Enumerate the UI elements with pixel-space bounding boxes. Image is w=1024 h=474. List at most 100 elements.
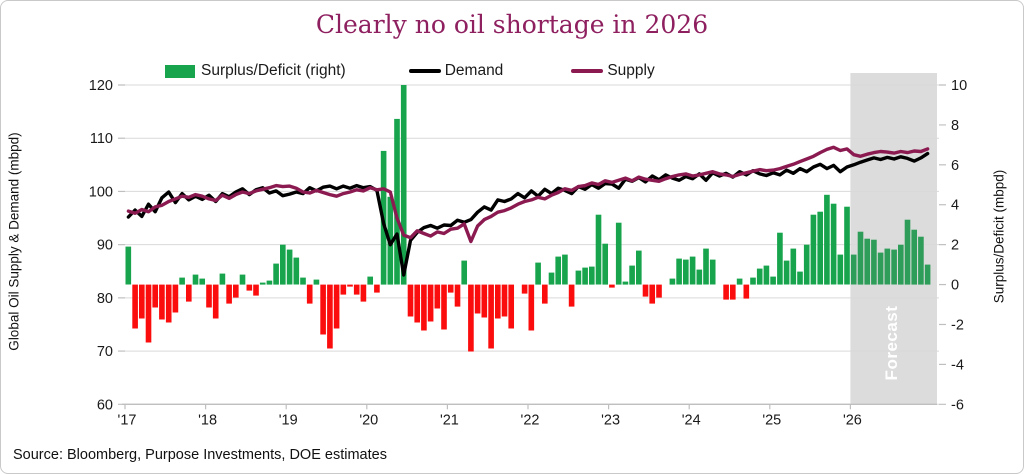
- bar: [353, 284, 360, 295]
- bar: [642, 284, 649, 297]
- bar: [683, 259, 689, 285]
- bar: [656, 284, 662, 298]
- bar: [521, 284, 528, 294]
- bar: [239, 274, 246, 285]
- right-tick-label: 8: [951, 118, 959, 134]
- bar: [259, 282, 266, 285]
- right-tick-label: 2: [951, 238, 959, 254]
- surplus-swatch-icon: [165, 64, 195, 78]
- legend-item-surplus: Surplus/Deficit (right): [165, 62, 346, 80]
- bar: [132, 284, 138, 329]
- bar: [696, 269, 703, 285]
- bar: [857, 231, 864, 285]
- supply-swatch-icon: [571, 69, 604, 73]
- bar: [568, 284, 575, 307]
- bar: [347, 284, 353, 287]
- bar: [763, 265, 770, 285]
- bar: [253, 284, 259, 296]
- bar: [803, 244, 810, 285]
- x-tick-label: '24: [682, 412, 701, 428]
- bar: [306, 284, 313, 304]
- bar: [152, 284, 159, 308]
- bar: [898, 244, 904, 285]
- bar: [226, 284, 232, 304]
- bar: [233, 284, 239, 298]
- bar: [824, 194, 830, 285]
- left-tick-label: 80: [97, 291, 113, 307]
- bar: [548, 272, 555, 285]
- bar: [407, 284, 414, 317]
- bar: [206, 284, 212, 308]
- left-tick-label: 110: [90, 131, 113, 147]
- bar: [575, 270, 582, 285]
- x-tick-label: '21: [440, 412, 459, 428]
- bar: [360, 284, 367, 302]
- bar: [535, 262, 541, 285]
- bar: [844, 206, 850, 285]
- bar: [199, 278, 206, 285]
- bar: [589, 266, 595, 285]
- bar: [300, 277, 306, 285]
- bar: [474, 284, 481, 314]
- left-tick-label: 90: [97, 238, 113, 254]
- bar: [367, 276, 374, 285]
- bar: [850, 254, 857, 285]
- bar: [629, 265, 635, 285]
- bar: [750, 277, 756, 285]
- bar: [468, 284, 474, 352]
- bar: [434, 284, 441, 309]
- right-tick-label: 10: [951, 78, 967, 94]
- bar: [333, 284, 340, 329]
- forecast-label: Forecast: [882, 305, 901, 381]
- legend-label-supply: Supply: [607, 62, 655, 79]
- bar: [770, 276, 776, 285]
- bar: [542, 284, 548, 304]
- bar: [421, 284, 427, 331]
- bar: [273, 263, 279, 285]
- bar: [609, 284, 615, 288]
- bar: [441, 284, 447, 330]
- bar: [911, 229, 918, 285]
- bar: [320, 284, 326, 335]
- right-tick-label: 4: [951, 198, 959, 214]
- bar: [730, 284, 736, 300]
- demand-swatch-icon: [408, 69, 441, 73]
- bar: [676, 258, 682, 285]
- left-tick-label: 60: [97, 397, 113, 413]
- bar: [689, 256, 696, 285]
- bar: [447, 284, 454, 293]
- bar: [481, 284, 488, 318]
- bar: [602, 243, 609, 285]
- supply-line: [126, 145, 930, 244]
- bar: [340, 284, 347, 295]
- left-tick-label: 120: [89, 78, 113, 94]
- x-axis: '17 '18 '19 '20 '21 '22 '23 '24 '25 '26: [118, 403, 937, 428]
- bar: [495, 284, 501, 319]
- bar: [212, 284, 219, 319]
- bar: [891, 249, 897, 285]
- bar: [528, 284, 535, 331]
- bar: [649, 284, 656, 304]
- right-tick-label: -2: [951, 317, 964, 333]
- x-tick-label: '17: [118, 412, 137, 428]
- bar: [817, 211, 824, 285]
- bar: [595, 214, 602, 285]
- right-tick-label: -4: [951, 357, 964, 373]
- x-tick-label: '19: [279, 412, 298, 428]
- source-note: Source: Bloomberg, Purpose Investments, …: [13, 447, 387, 463]
- bar: [736, 278, 743, 285]
- bar: [830, 203, 837, 285]
- bar: [394, 118, 400, 285]
- bar: [871, 239, 877, 285]
- right-tick-label: -6: [951, 397, 964, 413]
- bar: [555, 256, 562, 285]
- gridlines: 120 110 100 90 80 70 60 10 8 6 4 2 0 -2 -4 -6: [89, 78, 967, 413]
- bar: [374, 284, 380, 293]
- bar: [400, 85, 407, 285]
- bar: [743, 284, 750, 299]
- bar: [414, 284, 421, 323]
- x-tick-label: '26: [843, 412, 862, 428]
- bar: [864, 238, 871, 285]
- bar: [159, 284, 165, 320]
